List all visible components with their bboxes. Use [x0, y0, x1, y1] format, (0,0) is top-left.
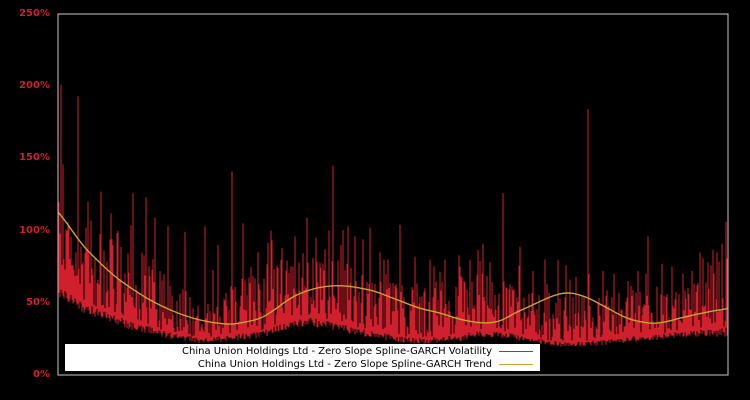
legend-label-trend: China Union Holdings Ltd - Zero Slope Sp… [197, 358, 492, 370]
legend: China Union Holdings Ltd - Zero Slope Sp… [65, 344, 540, 371]
y-axis-tick-label: 150% [19, 152, 50, 164]
legend-item-trend: China Union Holdings Ltd - Zero Slope Sp… [69, 358, 534, 371]
legend-line-sample-trend [499, 363, 533, 365]
plot-frame [57, 13, 729, 376]
y-axis-tick-label: 200% [19, 80, 50, 92]
legend-line-sample-volatility [499, 350, 533, 352]
trend-series [57, 211, 729, 325]
volatility-series [58, 84, 729, 347]
legend-label-volatility: China Union Holdings Ltd - Zero Slope Sp… [182, 345, 492, 357]
y-axis-tick-label: 250% [19, 8, 50, 19]
y-axis-tick-label: 100% [19, 224, 50, 236]
y-axis-tick-label: 50% [26, 296, 50, 308]
legend-item-volatility: China Union Holdings Ltd - Zero Slope Sp… [69, 345, 534, 358]
y-axis-tick-label: 0% [33, 369, 50, 380]
